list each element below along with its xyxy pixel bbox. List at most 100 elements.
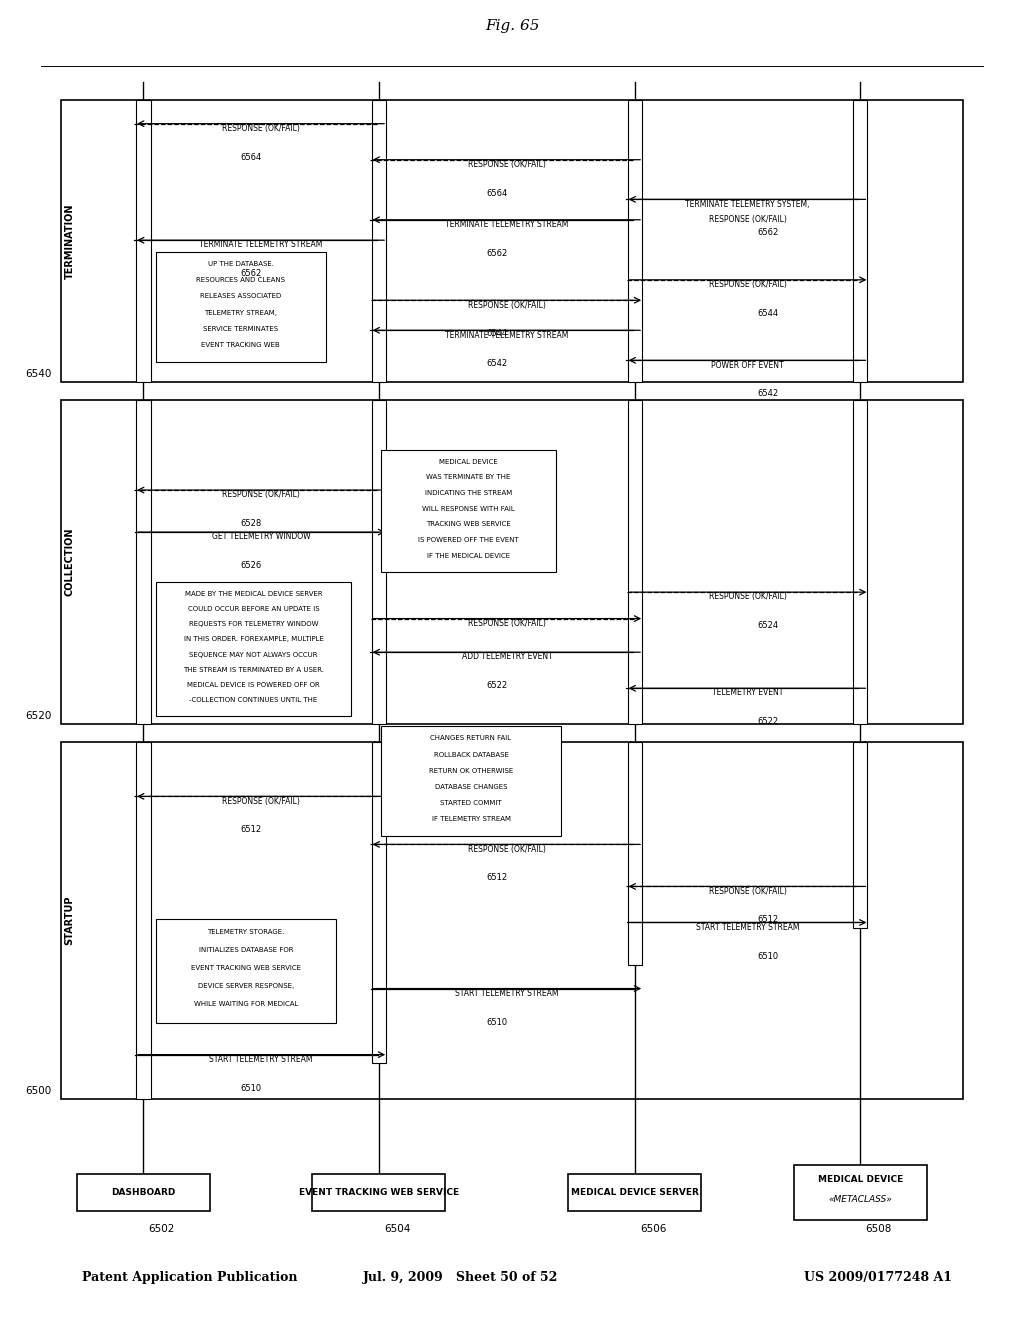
Text: INITIALIZES DATABASE FOR: INITIALIZES DATABASE FOR (199, 946, 293, 953)
Text: REQUESTS FOR TELEMETRY WINDOW: REQUESTS FOR TELEMETRY WINDOW (188, 622, 318, 627)
Text: 6544: 6544 (486, 329, 507, 338)
Text: MEDICAL DEVICE: MEDICAL DEVICE (439, 459, 498, 465)
FancyBboxPatch shape (136, 400, 151, 725)
Text: GET TELEMETRY WINDOW: GET TELEMETRY WINDOW (212, 532, 310, 541)
Text: RESPONSE (OK/FAIL): RESPONSE (OK/FAIL) (709, 215, 786, 224)
Text: RESPONSE (OK/FAIL): RESPONSE (OK/FAIL) (222, 124, 300, 133)
Text: US 2009/0177248 A1: US 2009/0177248 A1 (804, 1271, 952, 1284)
Text: Patent Application Publication: Patent Application Publication (82, 1271, 297, 1284)
FancyBboxPatch shape (312, 1175, 445, 1212)
Text: IN THIS ORDER. FOREXAMPLE, MULTIPLE: IN THIS ORDER. FOREXAMPLE, MULTIPLE (183, 636, 324, 643)
Text: MEDICAL DEVICE SERVER: MEDICAL DEVICE SERVER (571, 1188, 698, 1197)
FancyBboxPatch shape (853, 742, 867, 928)
Text: 6506: 6506 (640, 1224, 667, 1234)
FancyBboxPatch shape (853, 100, 867, 381)
Text: 6512: 6512 (486, 874, 507, 883)
Text: ADD TELEMETRY EVENT: ADD TELEMETRY EVENT (462, 652, 552, 661)
FancyBboxPatch shape (372, 400, 386, 725)
Text: «METACLASS»: «METACLASS» (828, 1195, 892, 1204)
Text: RESPONSE (OK/FAIL): RESPONSE (OK/FAIL) (468, 619, 546, 628)
FancyBboxPatch shape (372, 742, 386, 1063)
Text: MADE BY THE MEDICAL DEVICE SERVER: MADE BY THE MEDICAL DEVICE SERVER (184, 591, 323, 597)
FancyBboxPatch shape (628, 742, 642, 965)
FancyBboxPatch shape (628, 100, 642, 381)
Text: STARTUP: STARTUP (65, 896, 75, 945)
Text: 6564: 6564 (241, 153, 261, 162)
Text: MEDICAL DEVICE IS POWERED OFF OR: MEDICAL DEVICE IS POWERED OFF OR (187, 682, 319, 688)
FancyBboxPatch shape (136, 742, 151, 1100)
FancyBboxPatch shape (136, 100, 151, 381)
Text: POWER OFF EVENT: POWER OFF EVENT (712, 360, 783, 370)
Text: RESPONSE (OK/FAIL): RESPONSE (OK/FAIL) (709, 280, 786, 289)
Text: EVENT TRACKING WEB SERVICE: EVENT TRACKING WEB SERVICE (299, 1188, 459, 1197)
Text: RESPONSE (OK/FAIL): RESPONSE (OK/FAIL) (468, 845, 546, 854)
FancyBboxPatch shape (61, 742, 963, 1100)
Text: 6562: 6562 (758, 228, 778, 238)
FancyBboxPatch shape (61, 100, 963, 381)
Text: 6500: 6500 (25, 1086, 51, 1096)
Text: SERVICE TERMINATES: SERVICE TERMINATES (203, 326, 279, 331)
Text: 6508: 6508 (865, 1224, 892, 1234)
FancyBboxPatch shape (77, 1175, 210, 1212)
Text: TELEMETRY STORAGE.: TELEMETRY STORAGE. (207, 928, 285, 935)
FancyBboxPatch shape (156, 919, 336, 1023)
Text: TERMINATION: TERMINATION (65, 203, 75, 279)
Text: STARTED COMMIT: STARTED COMMIT (440, 800, 502, 807)
Text: 6504: 6504 (384, 1224, 411, 1234)
Text: SEQUENCE MAY NOT ALWAYS OCCUR: SEQUENCE MAY NOT ALWAYS OCCUR (189, 652, 317, 657)
Text: TERMINATE TELEMETRY STREAM: TERMINATE TELEMETRY STREAM (445, 220, 568, 230)
Text: START TELEMETRY STREAM: START TELEMETRY STREAM (695, 923, 800, 932)
Text: DASHBOARD: DASHBOARD (112, 1188, 175, 1197)
Text: 6526: 6526 (241, 561, 261, 570)
Text: ROLLBACK DATABASE: ROLLBACK DATABASE (433, 751, 509, 758)
Text: 6520: 6520 (25, 711, 51, 721)
Text: WILL RESPONSE WITH FAIL: WILL RESPONSE WITH FAIL (422, 506, 515, 512)
Text: 6502: 6502 (148, 1224, 175, 1234)
Text: 6540: 6540 (25, 368, 51, 379)
Text: 6542: 6542 (758, 389, 778, 399)
Text: RESPONSE (OK/FAIL): RESPONSE (OK/FAIL) (709, 887, 786, 896)
Text: IF THE MEDICAL DEVICE: IF THE MEDICAL DEVICE (427, 553, 510, 558)
Text: EVENT TRACKING WEB SERVICE: EVENT TRACKING WEB SERVICE (190, 965, 301, 970)
Text: 6512: 6512 (758, 916, 778, 924)
Text: RESPONSE (OK/FAIL): RESPONSE (OK/FAIL) (468, 160, 546, 169)
Text: COLLECTION: COLLECTION (65, 528, 75, 597)
FancyBboxPatch shape (156, 582, 351, 717)
Text: START TELEMETRY STREAM: START TELEMETRY STREAM (209, 1055, 313, 1064)
Text: 6562: 6562 (241, 269, 261, 279)
FancyBboxPatch shape (794, 1166, 927, 1221)
Text: Fig. 65: Fig. 65 (484, 18, 540, 33)
Text: RETURN OK OTHERWISE: RETURN OK OTHERWISE (429, 768, 513, 774)
Text: DEVICE SERVER RESPONSE,: DEVICE SERVER RESPONSE, (198, 983, 294, 989)
Text: TELEMETRY STREAM,: TELEMETRY STREAM, (204, 309, 278, 315)
Text: RESPONSE (OK/FAIL): RESPONSE (OK/FAIL) (222, 796, 300, 805)
FancyBboxPatch shape (381, 450, 556, 572)
Text: IF TELEMETRY STREAM: IF TELEMETRY STREAM (431, 817, 511, 822)
Text: 6564: 6564 (486, 189, 507, 198)
Text: INDICATING THE STREAM: INDICATING THE STREAM (425, 490, 512, 496)
Text: 6510: 6510 (486, 1018, 507, 1027)
FancyBboxPatch shape (628, 400, 642, 725)
Text: START TELEMETRY STREAM: START TELEMETRY STREAM (455, 989, 559, 998)
Text: 6528: 6528 (241, 519, 261, 528)
Text: 6522: 6522 (486, 681, 507, 690)
Text: TRACKING WEB SERVICE: TRACKING WEB SERVICE (426, 521, 511, 528)
FancyBboxPatch shape (568, 1175, 701, 1212)
Text: 6542: 6542 (486, 359, 507, 368)
Text: 6562: 6562 (486, 249, 507, 257)
Text: DATABASE CHANGES: DATABASE CHANGES (435, 784, 507, 789)
FancyBboxPatch shape (61, 400, 963, 725)
Text: 6524: 6524 (758, 622, 778, 630)
Text: WAS TERMINATE BY THE: WAS TERMINATE BY THE (426, 474, 511, 480)
Text: RELEASES ASSOCIATED: RELEASES ASSOCIATED (200, 293, 282, 300)
Text: 6510: 6510 (241, 1084, 261, 1093)
Text: 6522: 6522 (758, 717, 778, 726)
Text: -COLLECTION CONTINUES UNTIL THE: -COLLECTION CONTINUES UNTIL THE (189, 697, 317, 704)
FancyBboxPatch shape (853, 400, 867, 725)
Text: RESPONSE (OK/FAIL): RESPONSE (OK/FAIL) (222, 490, 300, 499)
Text: RESOURCES AND CLEANS: RESOURCES AND CLEANS (197, 277, 285, 282)
Text: RESPONSE (OK/FAIL): RESPONSE (OK/FAIL) (468, 301, 546, 309)
Text: TERMINATE TELEMETRY STREAM: TERMINATE TELEMETRY STREAM (200, 240, 323, 249)
Text: IS POWERED OFF THE EVENT: IS POWERED OFF THE EVENT (418, 537, 519, 543)
Text: TERMINATE TELEMETRY SYSTEM,: TERMINATE TELEMETRY SYSTEM, (685, 199, 810, 209)
